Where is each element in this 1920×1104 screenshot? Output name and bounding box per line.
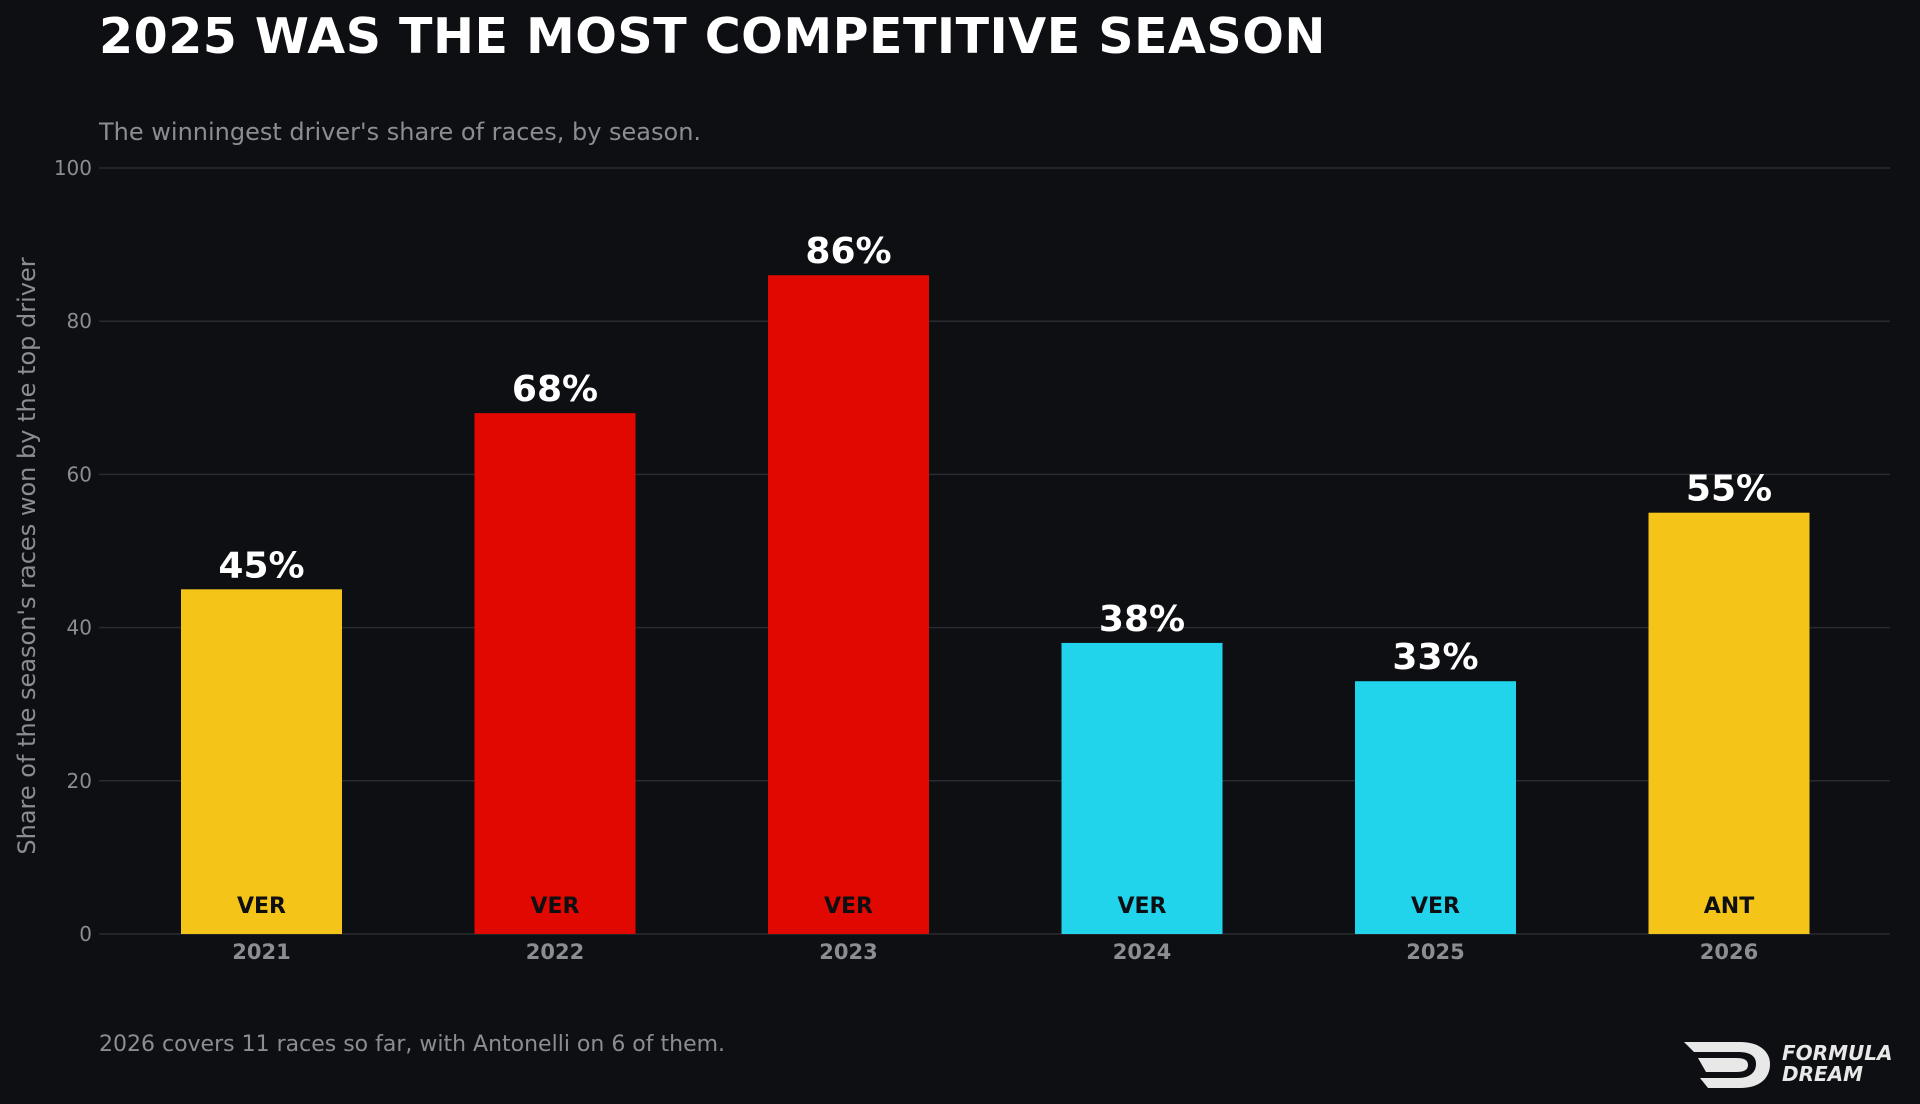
bar [474, 413, 636, 934]
chart-title: 2025 WAS THE MOST COMPETITIVE SEASON [99, 8, 1326, 65]
y-axis-label: Share of the season's races won by the t… [13, 257, 41, 854]
x-tick-label: 2023 [819, 940, 877, 964]
x-tick-label: 2022 [526, 940, 584, 964]
bar [181, 589, 342, 934]
y-tick-label: 100 [54, 156, 92, 180]
bar-chart: 0 20 40 60 80 100 Share of the season's races … [13, 156, 1890, 964]
driver-label: VER [531, 894, 580, 919]
bar [1355, 681, 1516, 934]
chart-subtitle: The winningest driver's share of races, … [99, 118, 702, 146]
driver-label: VER [824, 894, 873, 919]
driver-label: VER [237, 894, 286, 919]
logo-line-1: FORMULA [1782, 1041, 1893, 1065]
formula-dream-logo: FORMULA DREAM [1682, 1036, 1912, 1092]
y-tick-label: 60 [67, 462, 92, 486]
driver-label: VER [1411, 894, 1460, 919]
value-label: 68% [512, 369, 598, 410]
y-tick-label: 80 [67, 309, 92, 333]
x-tick-label: 2025 [1406, 940, 1464, 964]
x-tick-label: 2021 [232, 940, 290, 964]
y-tick-label: 0 [79, 922, 92, 946]
value-label: 33% [1392, 637, 1478, 678]
bar [1648, 512, 1810, 934]
value-label: 45% [218, 545, 304, 586]
formula-dream-logo-mark [1684, 1042, 1770, 1088]
logo-line-2: DREAM [1782, 1062, 1864, 1086]
driver-label: ANT [1704, 894, 1754, 919]
driver-label: VER [1118, 894, 1167, 919]
x-tick-label: 2026 [1700, 940, 1758, 964]
y-tick-label: 20 [67, 769, 92, 793]
value-label: 55% [1686, 469, 1772, 510]
bar [768, 275, 929, 934]
y-tick-label: 40 [67, 616, 92, 640]
footnote: 2026 covers 11 races so far, with Antone… [99, 1032, 726, 1057]
bar [1061, 642, 1223, 934]
value-label: 86% [805, 231, 891, 272]
x-tick-label: 2024 [1113, 940, 1171, 964]
value-label: 38% [1099, 599, 1185, 640]
